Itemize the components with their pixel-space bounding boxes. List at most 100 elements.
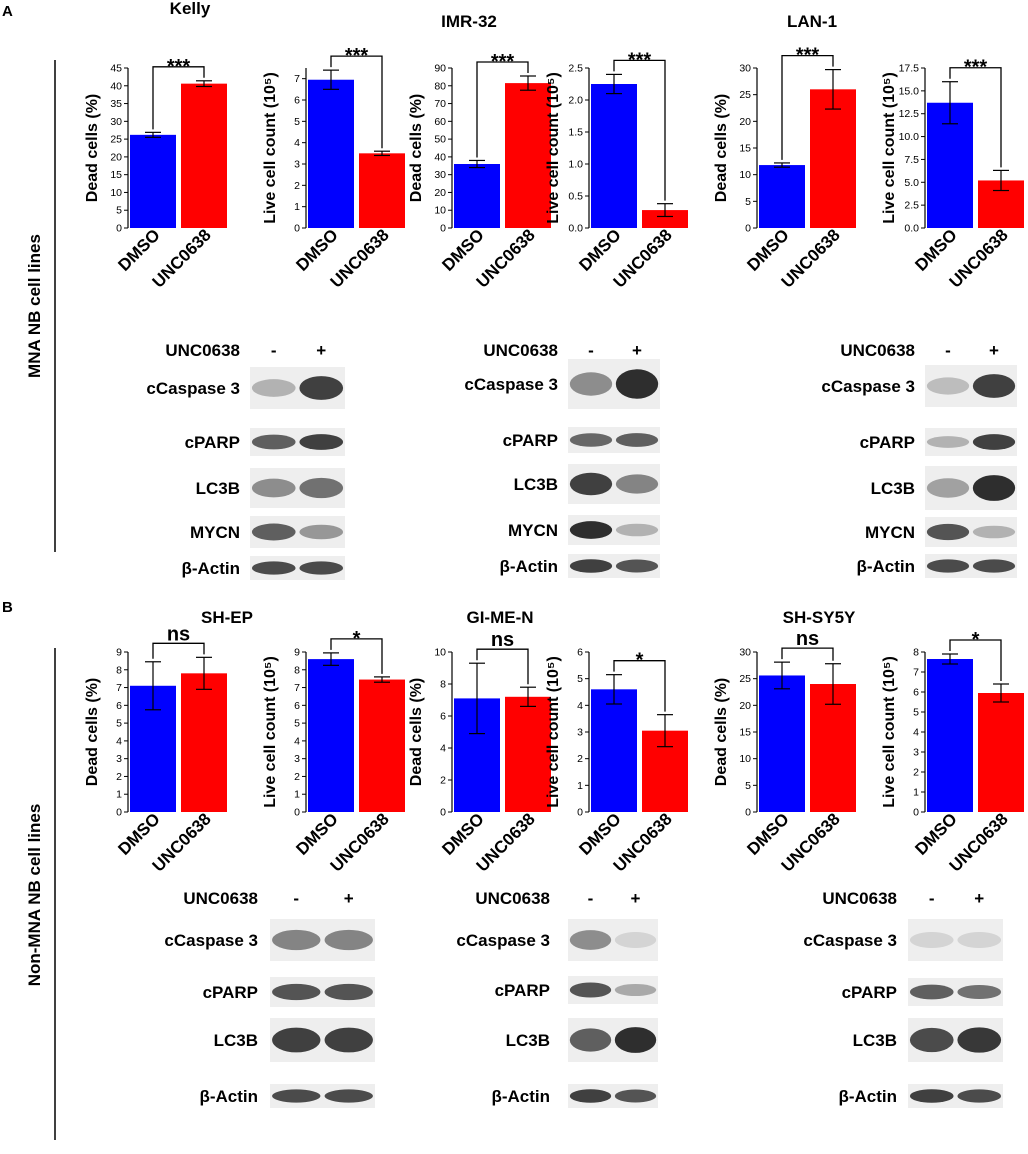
blot-band bbox=[569, 372, 613, 396]
blot-row-label: LC3B bbox=[871, 479, 915, 498]
y-axis-label: Live cell count (10⁵) bbox=[545, 72, 562, 224]
y-tick-label: 2.0 bbox=[568, 95, 583, 107]
blot-band bbox=[569, 1089, 612, 1103]
y-axis-label: Live cell count (10⁵) bbox=[262, 72, 279, 224]
blot-band bbox=[972, 434, 1016, 450]
y-tick-label: 7 bbox=[294, 73, 300, 85]
blot-band bbox=[251, 478, 296, 498]
blot-band bbox=[251, 523, 296, 541]
y-tick-label: 0 bbox=[913, 807, 919, 819]
y-tick-label: 5 bbox=[577, 673, 583, 685]
blot-band bbox=[909, 932, 954, 948]
blot-band bbox=[614, 1027, 657, 1053]
significance-label: * bbox=[353, 628, 361, 650]
y-tick-label: 7 bbox=[116, 682, 122, 694]
blot-band bbox=[324, 983, 373, 1001]
blot-row-label: β-Actin bbox=[181, 559, 240, 578]
blot-band bbox=[569, 982, 612, 998]
y-tick-label: 6 bbox=[294, 95, 300, 107]
y-tick-label: 20 bbox=[110, 151, 122, 163]
y-tick-label: 20 bbox=[739, 700, 751, 712]
significance-label: *** bbox=[491, 51, 515, 73]
y-tick-label: 4 bbox=[116, 735, 122, 747]
lane-label: + bbox=[631, 889, 641, 908]
blot-band bbox=[569, 930, 612, 950]
y-tick-label: 0 bbox=[116, 807, 122, 819]
y-tick-label: 5 bbox=[745, 780, 751, 792]
blot-band bbox=[272, 1027, 321, 1053]
bar-unc0638 bbox=[505, 696, 551, 812]
lane-label: - bbox=[929, 889, 935, 908]
y-tick-label: 0 bbox=[294, 807, 300, 819]
y-tick-label: 0 bbox=[294, 223, 300, 235]
y-tick-label: 0 bbox=[577, 807, 583, 819]
bar-unc0638 bbox=[810, 89, 856, 228]
significance-bracket bbox=[152, 642, 205, 659]
blot-row-label: β-Actin bbox=[856, 557, 915, 576]
y-tick-label: 20 bbox=[434, 187, 446, 199]
lane-label: - bbox=[271, 341, 277, 360]
y-tick-label: 1 bbox=[294, 789, 300, 801]
blot-strip bbox=[908, 919, 1003, 961]
blot-row-label: MYCN bbox=[865, 523, 915, 542]
y-tick-label: 9 bbox=[116, 647, 122, 659]
lane-label: + bbox=[344, 889, 354, 908]
y-tick-label: 4 bbox=[294, 735, 300, 747]
y-tick-label: 40 bbox=[434, 151, 446, 163]
bar-unc0638 bbox=[181, 83, 227, 229]
blot-row-label: cPARP bbox=[495, 981, 550, 1000]
blot-row-label: cPARP bbox=[842, 983, 897, 1002]
y-tick-label: 10 bbox=[739, 169, 751, 181]
y-tick-label: 6 bbox=[294, 700, 300, 712]
western-blot-sh-sy5y: UNC0638 - + cCaspase 3 cPARP LC3B β-Actin bbox=[803, 889, 1003, 1108]
blot-row-label: MYCN bbox=[190, 523, 240, 542]
y-tick-label: 5 bbox=[913, 707, 919, 719]
y-tick-label: 5 bbox=[116, 718, 122, 730]
blot-band bbox=[615, 369, 659, 399]
y-tick-label: 0 bbox=[116, 223, 122, 235]
significance-bracket bbox=[613, 59, 666, 201]
bar-dmso bbox=[454, 164, 500, 228]
y-tick-label: 10 bbox=[110, 187, 122, 199]
y-tick-label: 10 bbox=[434, 205, 446, 217]
blot-row-label: cCaspase 3 bbox=[803, 931, 897, 950]
lane-label: + bbox=[974, 889, 984, 908]
blot-row-label: cPARP bbox=[503, 431, 558, 450]
blot-band bbox=[972, 559, 1016, 573]
significance-label: ns bbox=[167, 623, 190, 645]
blot-row-label: cPARP bbox=[203, 983, 258, 1002]
blot-band bbox=[569, 1028, 612, 1052]
y-tick-label: 2 bbox=[294, 180, 300, 192]
y-tick-label: 15 bbox=[110, 169, 122, 181]
significance-label: * bbox=[636, 650, 644, 672]
significance-label: ns bbox=[491, 629, 514, 651]
significance-label: *** bbox=[167, 56, 191, 78]
lane-label: - bbox=[293, 889, 299, 908]
chart-title: GI-ME-N bbox=[466, 608, 533, 627]
western-blots: UNC0638- +cCaspase 3cPARPLC3BMYCNβ-ActinU… bbox=[146, 341, 1017, 1108]
lane-label: + bbox=[316, 341, 326, 360]
blot-row-label: LC3B bbox=[853, 1031, 897, 1050]
y-tick-label: 5 bbox=[294, 718, 300, 730]
y-tick-label: 30 bbox=[739, 63, 751, 75]
significance-label: *** bbox=[628, 49, 652, 71]
y-tick-label: 1 bbox=[913, 787, 919, 799]
y-tick-label: 2.5 bbox=[904, 200, 919, 212]
blot-band bbox=[957, 984, 1002, 1000]
y-tick-label: 5.0 bbox=[904, 177, 919, 189]
bar-dmso bbox=[759, 675, 805, 812]
blot-row-label: LC3B bbox=[506, 1031, 550, 1050]
blot-band bbox=[972, 525, 1016, 539]
blot-band bbox=[909, 1027, 954, 1053]
lane-label: - bbox=[945, 341, 951, 360]
western-blot-sh-ep: UNC0638 - + cCaspase 3 cPARP LC3B β-Actin bbox=[164, 889, 375, 1108]
y-tick-label: 0.0 bbox=[904, 223, 919, 235]
bar-unc0638 bbox=[505, 83, 551, 228]
blot-band bbox=[615, 559, 659, 573]
y-tick-label: 4 bbox=[440, 743, 446, 755]
blot-band bbox=[614, 983, 657, 997]
y-tick-label: 3 bbox=[913, 747, 919, 759]
side-label-non-mna: Non-MNA NB cell lines bbox=[25, 804, 44, 987]
treatment-label: UNC0638 bbox=[183, 889, 258, 908]
